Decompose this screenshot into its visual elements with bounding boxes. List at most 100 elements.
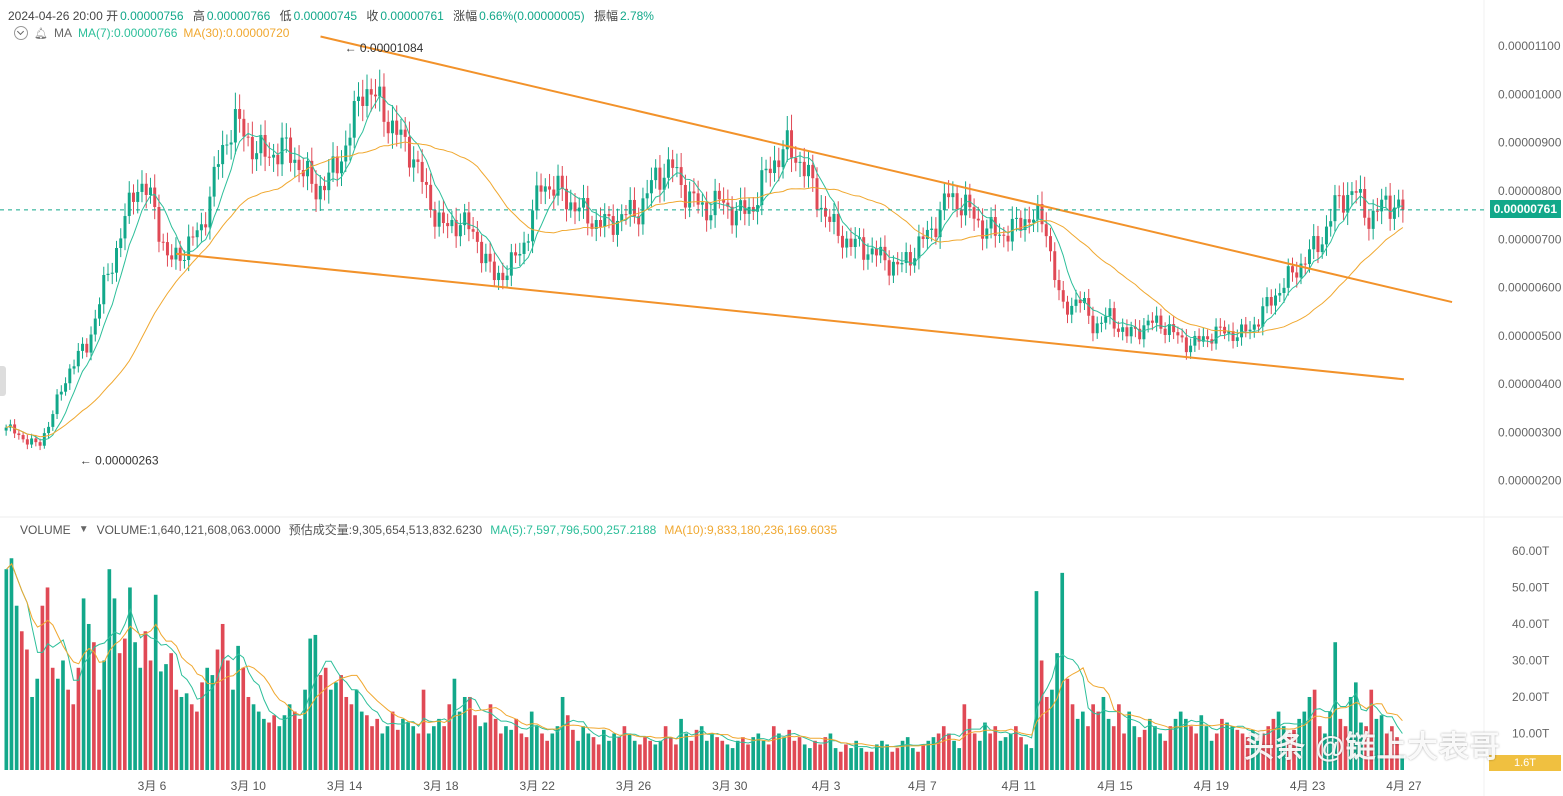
- candle-body: [968, 194, 972, 208]
- volume-bar: [40, 605, 45, 770]
- volume-bar: [1029, 748, 1034, 770]
- candle-body: [1108, 308, 1112, 317]
- candle-body: [1346, 194, 1350, 213]
- volume-bar: [864, 751, 869, 770]
- candle-body: [938, 210, 942, 238]
- volume-bar: [442, 726, 446, 770]
- volume-bar: [153, 594, 158, 770]
- candle-body: [199, 224, 203, 231]
- volume-bar: [601, 729, 606, 770]
- volume-bar: [1086, 726, 1090, 770]
- candle-body: [276, 154, 280, 165]
- candle-body: [424, 181, 428, 185]
- volume-bar: [638, 744, 642, 770]
- volume-bar: [632, 740, 637, 770]
- candle-body: [930, 228, 934, 230]
- volume-bar: [1178, 711, 1183, 770]
- volume-bar: [1137, 737, 1142, 770]
- volume-indicator-name[interactable]: VOLUME: [20, 522, 71, 537]
- candle-body: [191, 236, 195, 238]
- candle-body: [628, 199, 632, 215]
- candle-body: [340, 161, 343, 174]
- candle-body: [390, 120, 394, 134]
- candle-body: [853, 238, 857, 248]
- volume-bar: [71, 704, 76, 770]
- volume-bar: [76, 667, 81, 770]
- volume-bar: [452, 678, 457, 770]
- candle-body: [836, 213, 840, 236]
- volume-bar: [535, 726, 539, 770]
- left-panel-toggle[interactable]: [0, 366, 6, 396]
- volume-bar: [1338, 718, 1343, 770]
- candle-body: [259, 134, 263, 154]
- volume-bar: [195, 711, 199, 770]
- candle-body: [1380, 199, 1384, 212]
- candle-body: [170, 255, 174, 260]
- candle-body: [208, 196, 212, 228]
- candle-body: [238, 109, 242, 119]
- volume-bar: [668, 737, 673, 770]
- volume-bar: [395, 729, 400, 770]
- bell-icon[interactable]: 🔔︎: [34, 27, 48, 40]
- dropdown-caret-icon[interactable]: ▼: [78, 524, 89, 535]
- volume-bar: [1117, 704, 1121, 770]
- volume-bar: [210, 675, 215, 770]
- collapse-chevron-icon[interactable]: [14, 26, 28, 40]
- volume-bar: [112, 598, 117, 770]
- volume-bar: [174, 689, 179, 770]
- volume-bar: [354, 689, 359, 770]
- candle-body: [671, 159, 675, 168]
- volume-bar: [694, 729, 699, 770]
- candle-body: [832, 213, 836, 222]
- candle-body: [777, 160, 781, 168]
- candle-body: [204, 224, 208, 228]
- candle-body: [590, 223, 594, 229]
- volume-bar: [550, 733, 555, 770]
- volume-bar: [159, 671, 163, 770]
- candle-body: [700, 202, 704, 205]
- volume-bar: [1060, 572, 1065, 770]
- candle-body: [730, 206, 734, 226]
- ma-indicator-name[interactable]: MA: [53, 26, 72, 40]
- volume-bar: [972, 733, 977, 770]
- candle-body: [522, 242, 526, 254]
- candle-body: [543, 186, 547, 192]
- volume-bar: [1189, 726, 1193, 770]
- volume-bar: [1312, 689, 1317, 770]
- candle-body: [947, 193, 951, 198]
- candle-body: [683, 184, 687, 208]
- volume-bar: [81, 598, 86, 770]
- volume-bar: [1122, 733, 1126, 770]
- volume-bar: [1353, 682, 1358, 770]
- candle-body: [586, 198, 590, 224]
- candle-body: [709, 215, 713, 221]
- volume-bar: [519, 733, 524, 770]
- candle-body: [1057, 280, 1061, 291]
- candle-body: [1248, 329, 1252, 332]
- change-label: 涨幅: [453, 9, 478, 23]
- volume-bar: [653, 744, 658, 770]
- volume-bar: [1147, 718, 1152, 770]
- candle-body: [747, 206, 751, 214]
- candle-body: [267, 156, 271, 158]
- volume-bar: [1173, 718, 1178, 770]
- volume-bar: [1281, 726, 1286, 770]
- volume-bar: [684, 733, 689, 770]
- volume-bar: [251, 704, 256, 770]
- volume-bar: [148, 660, 153, 770]
- watermark: 头条 @链上大表哥: [1244, 731, 1501, 764]
- candle-body: [153, 187, 157, 208]
- candle-body: [106, 273, 110, 275]
- candle-body: [624, 214, 628, 216]
- candle-body: [666, 159, 670, 178]
- candle-body: [900, 263, 904, 265]
- volume-bar: [426, 733, 431, 770]
- candle-body: [1307, 249, 1311, 265]
- candle-body: [857, 237, 861, 239]
- volume-bar: [828, 733, 833, 770]
- volume-bar: [1374, 718, 1379, 770]
- volume-bar: [921, 744, 925, 770]
- candle-body: [883, 246, 887, 261]
- volume-bar: [277, 726, 282, 770]
